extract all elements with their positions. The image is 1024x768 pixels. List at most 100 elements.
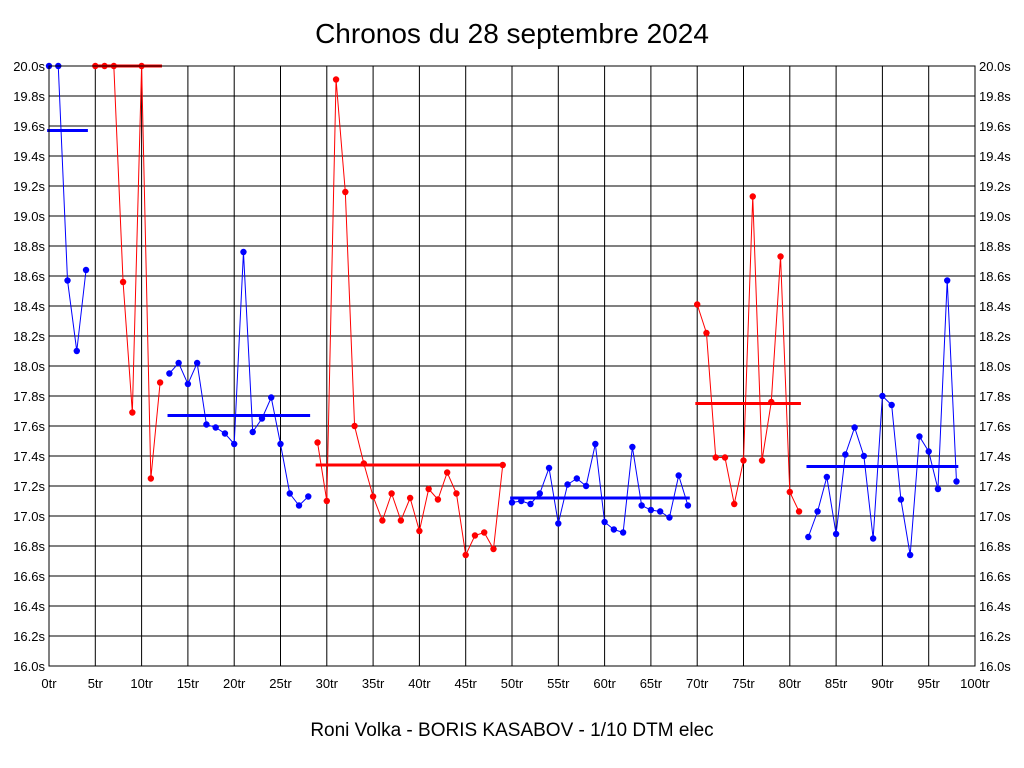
y-tick-label-left: 18.4s: [13, 299, 45, 314]
x-tick-label: 0tr: [41, 676, 57, 691]
y-tick-label-right: 16.8s: [979, 539, 1011, 554]
data-point: [777, 253, 784, 260]
x-tick-label: 80tr: [779, 676, 802, 691]
y-tick-label-right: 17.8s: [979, 389, 1011, 404]
y-tick-label-left: 18.8s: [13, 239, 45, 254]
y-tick-label-left: 17.4s: [13, 449, 45, 464]
x-tick-label: 85tr: [825, 676, 848, 691]
data-point: [240, 248, 247, 256]
data-point: [184, 380, 192, 388]
data-point: [64, 277, 71, 284]
x-tick-label: 25tr: [269, 676, 292, 691]
data-point: [879, 392, 886, 400]
x-tick-label: 20tr: [223, 676, 246, 691]
series-line-0: [49, 65, 87, 352]
data-point: [490, 545, 497, 553]
data-point: [564, 481, 571, 488]
data-point: [471, 532, 479, 539]
y-tick-label-right: 16.0s: [979, 659, 1011, 674]
data-point: [332, 76, 340, 83]
y-tick-label-left: 19.4s: [13, 149, 45, 164]
data-point: [731, 500, 738, 508]
x-tick-label: 65tr: [640, 676, 663, 691]
data-point: [388, 490, 395, 497]
data-point: [573, 475, 581, 482]
data-point: [805, 533, 812, 541]
y-tick-label-left: 17.2s: [13, 479, 45, 494]
data-point: [314, 439, 321, 446]
x-tick-label: 5tr: [88, 676, 104, 691]
data-point: [916, 433, 923, 440]
data-point: [434, 496, 442, 503]
y-tick-label-right: 18.4s: [979, 299, 1011, 314]
data-point: [851, 424, 858, 431]
x-tick-label: 45tr: [454, 676, 477, 691]
data-point: [286, 490, 293, 497]
data-point: [647, 506, 655, 514]
data-point: [795, 508, 803, 515]
y-tick-label-right: 19.6s: [979, 119, 1011, 134]
data-point: [397, 517, 405, 524]
data-point: [601, 518, 608, 526]
data-point: [944, 277, 951, 284]
y-tick-label-left: 16.4s: [13, 599, 45, 614]
data-point: [342, 188, 349, 196]
data-point: [536, 490, 543, 497]
y-tick-label-right: 19.4s: [979, 149, 1011, 164]
data-point: [119, 278, 127, 286]
data-point: [721, 454, 729, 461]
data-point: [499, 461, 506, 469]
data-point: [129, 409, 136, 416]
data-point: [555, 520, 562, 527]
series-line-4: [511, 443, 689, 534]
series-points: [45, 62, 960, 559]
tick-labels: 0tr 5tr 10tr 15tr 20tr 25tr 30tr 35tr 40tr 45tr 50…: [13, 59, 1011, 691]
y-tick-label-right: 18.2s: [979, 329, 1011, 344]
y-tick-label-right: 19.0s: [979, 209, 1011, 224]
data-point: [592, 440, 599, 448]
data-point: [582, 482, 590, 490]
x-tick-label: 75tr: [732, 676, 755, 691]
data-point: [629, 443, 636, 451]
data-point: [638, 502, 645, 509]
y-tick-label-right: 19.8s: [979, 89, 1011, 104]
chart-title: Chronos du 28 septembre 2024: [315, 18, 709, 49]
y-tick-label-right: 17.4s: [979, 449, 1011, 464]
y-tick-label-right: 17.0s: [979, 509, 1011, 524]
data-point: [379, 517, 386, 524]
y-tick-label-right: 17.6s: [979, 419, 1011, 434]
data-point: [749, 193, 756, 200]
data-point: [684, 502, 692, 509]
x-tick-label: 10tr: [130, 676, 153, 691]
data-point: [518, 497, 525, 505]
data-point: [425, 485, 432, 493]
data-point: [619, 529, 627, 536]
plot-frame: [48, 65, 976, 667]
data-point: [842, 451, 849, 458]
data-point: [369, 493, 377, 500]
chart-footer: Roni Volka - BORIS KASABOV - 1/10 DTM el…: [310, 720, 714, 741]
data-point: [323, 497, 330, 505]
data-point: [481, 529, 488, 536]
data-point: [897, 496, 905, 503]
y-tick-label-right: 19.2s: [979, 179, 1011, 194]
data-point: [175, 359, 182, 367]
data-point: [832, 530, 840, 538]
data-point: [462, 551, 469, 559]
y-tick-label-left: 17.8s: [13, 389, 45, 404]
x-tick-label: 50tr: [501, 676, 524, 691]
data-point: [351, 422, 358, 430]
y-tick-label-right: 18.6s: [979, 269, 1011, 284]
y-tick-label-right: 18.0s: [979, 359, 1011, 374]
y-tick-label-left: 16.0s: [13, 659, 45, 674]
y-tick-label-right: 20.0s: [979, 59, 1011, 74]
data-point: [666, 514, 673, 521]
data-point: [360, 460, 368, 467]
y-tick-label-left: 19.2s: [13, 179, 45, 194]
data-point: [249, 428, 256, 436]
data-point: [527, 500, 534, 508]
y-tick-label-left: 16.2s: [13, 629, 45, 644]
data-point: [925, 448, 932, 455]
data-point: [610, 526, 618, 533]
